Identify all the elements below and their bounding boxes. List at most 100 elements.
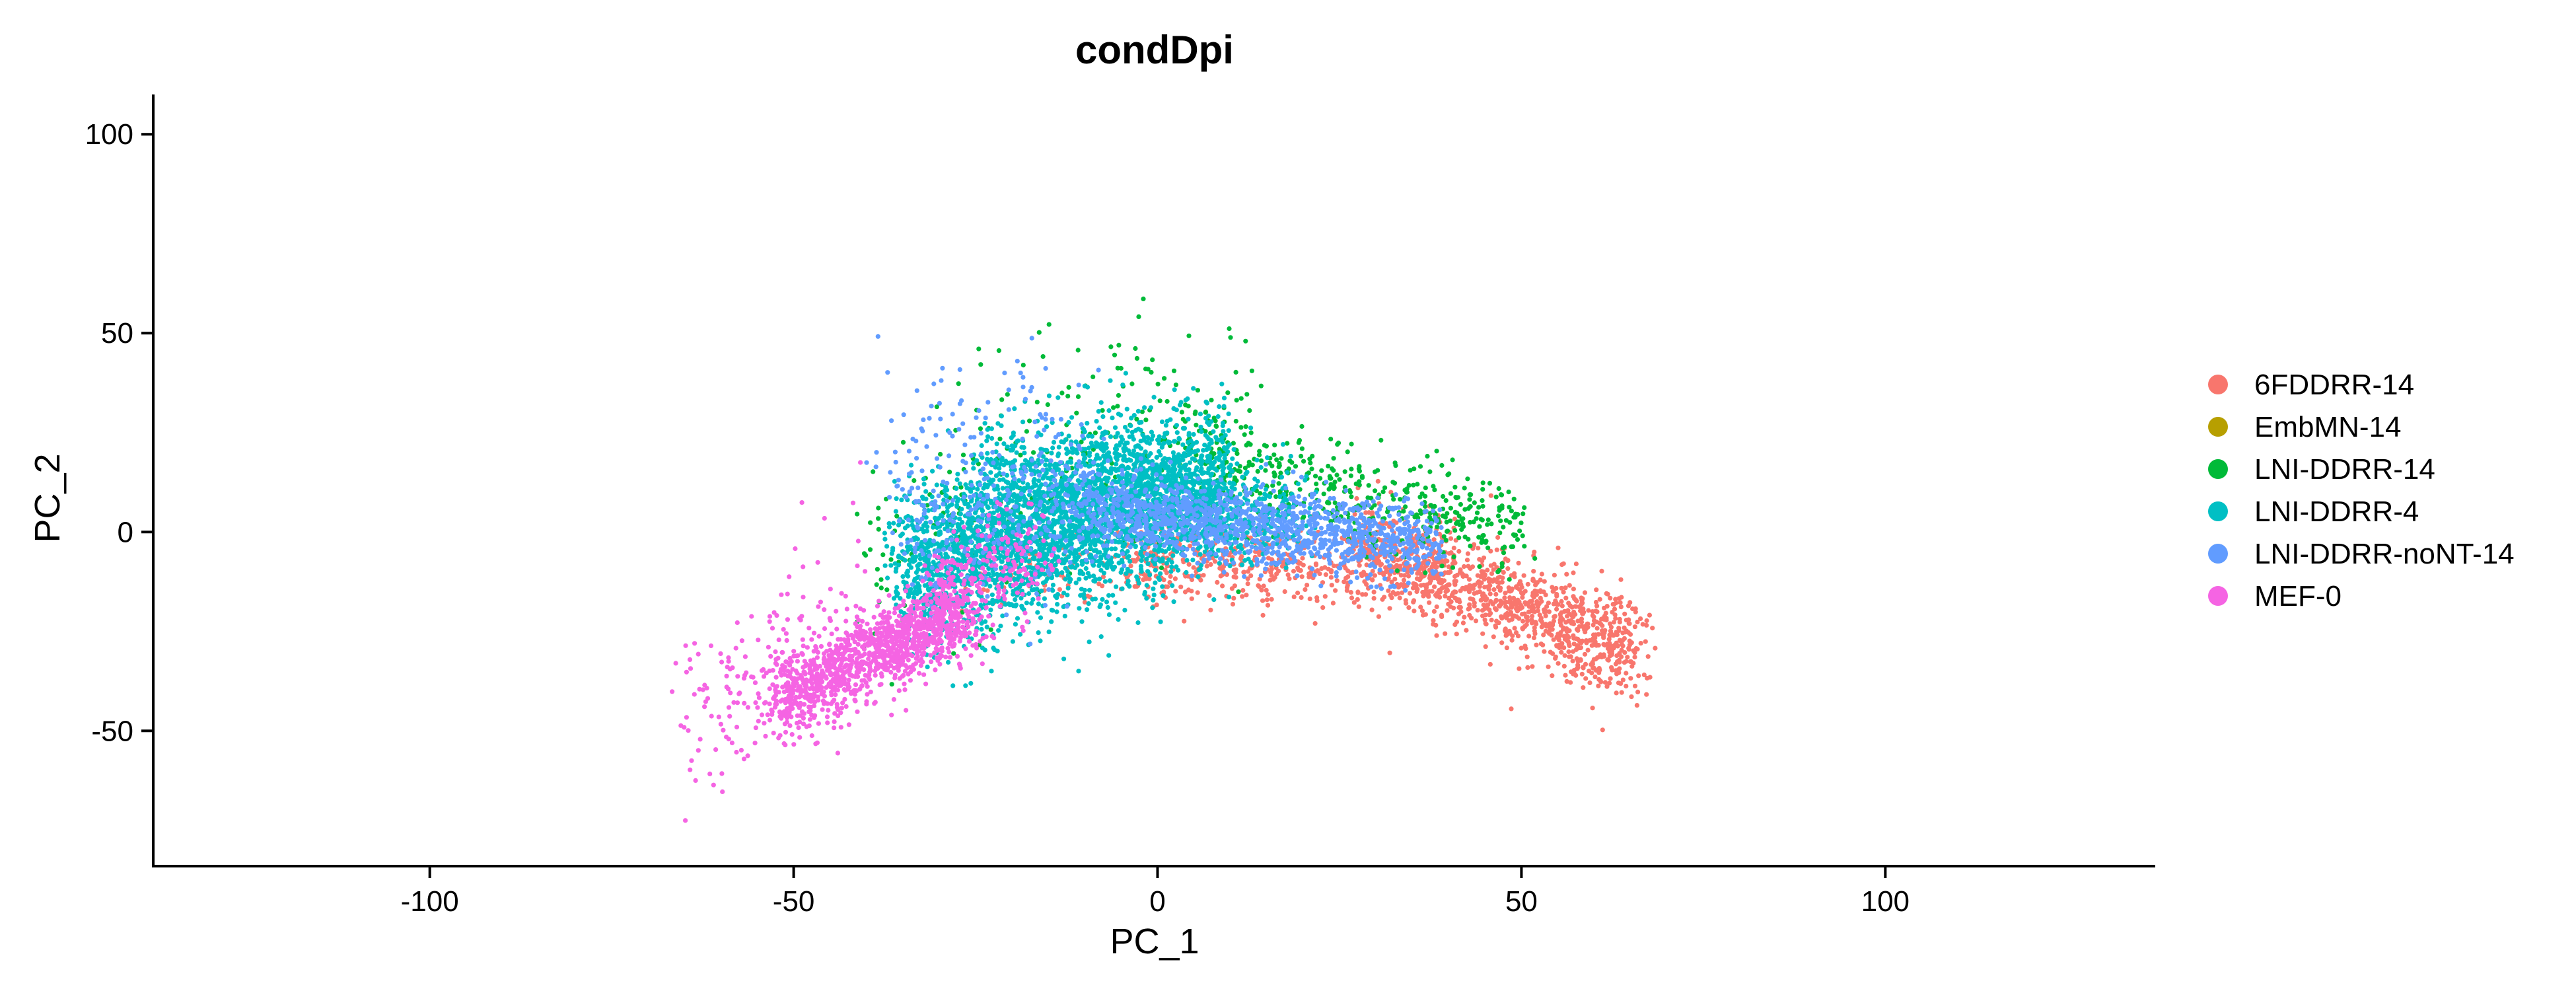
point (1573, 597, 1579, 603)
point (1100, 574, 1106, 579)
point (1532, 556, 1538, 561)
point (1594, 643, 1599, 648)
point (1220, 423, 1225, 429)
point (1485, 603, 1490, 608)
point (1205, 458, 1211, 464)
point (1480, 613, 1485, 618)
point (1218, 452, 1223, 458)
point (1274, 571, 1279, 577)
point (1445, 511, 1450, 516)
point (891, 521, 896, 526)
point (915, 536, 920, 542)
point (1434, 633, 1439, 638)
point (1420, 612, 1426, 618)
point (1625, 655, 1630, 660)
point (1641, 672, 1647, 678)
point (1575, 628, 1581, 633)
point (1447, 471, 1452, 476)
point (1291, 568, 1297, 574)
point (1162, 376, 1167, 381)
point (1369, 607, 1375, 612)
point (1328, 437, 1334, 442)
point (1226, 411, 1231, 417)
point (1242, 465, 1248, 470)
point (1189, 596, 1194, 601)
point (1182, 618, 1187, 624)
point (1184, 558, 1190, 563)
point (1492, 606, 1498, 611)
point (900, 531, 905, 536)
point (1174, 407, 1179, 413)
series-6FDDRR-14 (959, 478, 1658, 733)
point (1149, 369, 1154, 375)
point (1132, 584, 1137, 589)
point (1551, 637, 1556, 642)
point (1107, 578, 1112, 583)
point (1417, 464, 1423, 469)
point (995, 599, 1000, 604)
point (1559, 649, 1564, 655)
point (1401, 509, 1406, 514)
point (1480, 487, 1485, 492)
point (1640, 622, 1645, 627)
point (1279, 456, 1284, 461)
point (1180, 557, 1186, 563)
point (1520, 626, 1525, 632)
point (1559, 603, 1565, 608)
point (1500, 575, 1505, 581)
point (1613, 668, 1618, 673)
point (1596, 632, 1601, 637)
point (1128, 564, 1133, 569)
point (1496, 486, 1501, 492)
point (1573, 561, 1579, 567)
point (889, 551, 894, 556)
point (1020, 529, 1026, 534)
point (1571, 668, 1577, 673)
point (1240, 588, 1246, 593)
point (1083, 566, 1089, 571)
point (1495, 584, 1501, 590)
point (1608, 595, 1613, 601)
point (1624, 671, 1629, 676)
point (1087, 640, 1092, 645)
point (1618, 605, 1624, 610)
point (960, 520, 965, 525)
point (1471, 519, 1476, 525)
point (1153, 580, 1158, 585)
point (1601, 642, 1606, 647)
point (1299, 423, 1305, 429)
point (1570, 658, 1575, 664)
point (1615, 643, 1620, 649)
point (1415, 482, 1420, 487)
point (1432, 503, 1437, 509)
point (1329, 568, 1334, 573)
point (999, 414, 1004, 419)
point (1380, 489, 1386, 495)
point (1474, 510, 1480, 515)
point (985, 588, 990, 593)
point (1451, 558, 1456, 564)
point (1513, 532, 1519, 538)
point (1026, 558, 1032, 564)
point (1298, 568, 1303, 573)
point (999, 397, 1005, 402)
point (1155, 381, 1161, 386)
point (1484, 622, 1489, 627)
point (1258, 491, 1263, 496)
point (1629, 663, 1635, 669)
point (1480, 631, 1485, 636)
point (1493, 591, 1499, 597)
point (1459, 517, 1464, 523)
point (1571, 621, 1577, 627)
point (1632, 683, 1638, 688)
point (1408, 468, 1413, 473)
point (1245, 581, 1250, 587)
point (1443, 515, 1448, 520)
point (1475, 608, 1480, 613)
point (1190, 558, 1196, 563)
point (1464, 573, 1469, 579)
point (1465, 551, 1470, 556)
point (1124, 406, 1129, 412)
point (1609, 665, 1614, 670)
point (1529, 617, 1534, 622)
